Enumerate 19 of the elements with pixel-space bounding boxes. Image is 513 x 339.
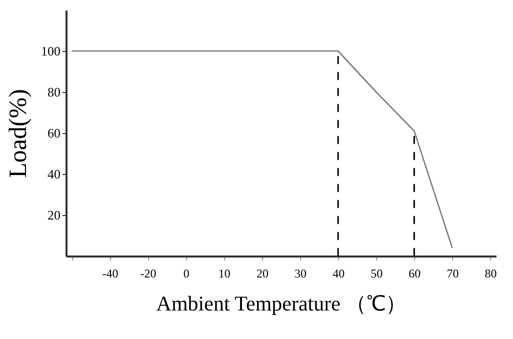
y-axis-title: Load(%)	[5, 89, 32, 178]
x-tick-label: -20	[140, 266, 156, 280]
y-tick-label: 60	[48, 126, 60, 140]
x-tick-label: 30	[294, 266, 307, 280]
y-tick-label: 80	[48, 84, 60, 100]
y-tick-label: 40	[48, 166, 60, 182]
line-series	[71, 50, 453, 248]
x-tick-label: 50	[370, 266, 383, 280]
x-tick-label: 40	[332, 266, 345, 280]
x-tick-label: -40	[102, 266, 118, 280]
y-tick-label: 100	[41, 44, 60, 58]
x-tick-label: 60	[408, 266, 421, 280]
x-axis-title: Ambient Temperature （℃）	[156, 292, 407, 316]
x-tick-label: 20	[256, 266, 268, 280]
x-tick-label: 0	[183, 266, 190, 280]
y-tick-label: 20	[48, 208, 60, 222]
x-tick-label: 70	[446, 266, 459, 280]
x-tick-label: 80	[484, 266, 497, 280]
x-tick-label: 10	[218, 266, 230, 280]
